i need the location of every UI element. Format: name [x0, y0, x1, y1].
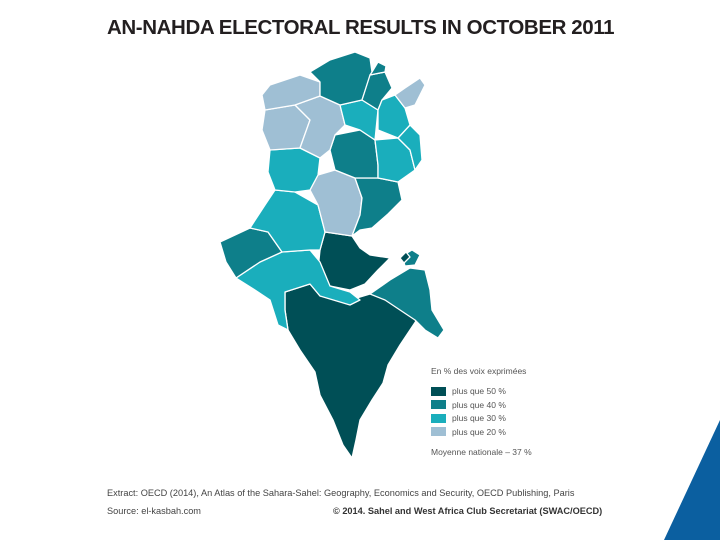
map-legend: En % des voix exprimées plus que 50 % pl…: [431, 366, 532, 457]
legend-swatch-pale: [431, 427, 446, 436]
region-medenine: [369, 267, 445, 339]
legend-swatch-dark: [431, 386, 446, 396]
region-kerkennah: [399, 251, 411, 264]
footer-source: Source: el-kasbah.com: [107, 506, 201, 516]
legend-national-average: Moyenne nationale – 37 %: [431, 446, 532, 457]
legend-item: plus que 30 %: [431, 412, 532, 424]
footer-copyright: © 2014. Sahel and West Africa Club Secre…: [333, 506, 603, 516]
legend-swatch-light: [431, 413, 446, 423]
legend-swatch-mid: [431, 400, 446, 409]
region-north-small: [369, 61, 387, 76]
footer-extract: Extract: OECD (2014), An Atlas of the Sa…: [107, 488, 575, 498]
legend-item: plus que 50 %: [431, 385, 532, 397]
legend-title: En % des voix exprimées: [431, 366, 527, 376]
legend-item: plus que 40 %: [431, 399, 532, 411]
legend-label: plus que 40 %: [452, 399, 506, 410]
region-cap-bon: [394, 77, 426, 109]
legend-label: plus que 20 %: [452, 426, 506, 437]
region-sfax: [317, 231, 391, 291]
legend-label: plus que 50 %: [452, 386, 506, 396]
map-title: AN-NAHDA ELECTORAL RESULTS IN OCTOBER 20…: [107, 16, 615, 39]
region-jendouba: [261, 74, 321, 111]
legend-item: plus que 20 %: [431, 426, 532, 438]
legend-label: plus que 30 %: [452, 413, 506, 423]
corner-accent-shape: [664, 420, 720, 540]
